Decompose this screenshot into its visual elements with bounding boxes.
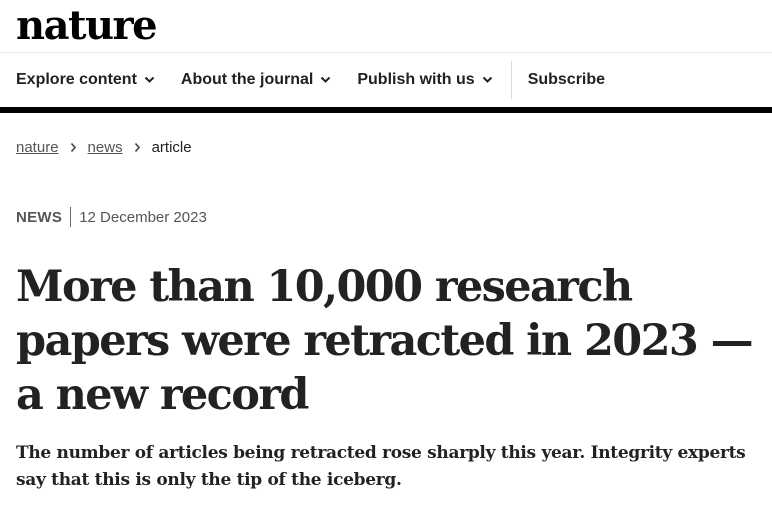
nav-divider [510, 61, 512, 99]
meta-divider [70, 207, 72, 227]
chevron-down-icon [482, 76, 493, 84]
nav-about-journal[interactable]: About the journal [181, 53, 331, 107]
nav-explore-content-label: Explore content [16, 71, 137, 88]
nature-logo[interactable]: nature [16, 2, 158, 49]
breadcrumb-nature[interactable]: nature [16, 139, 59, 156]
publish-date: 12 December 2023 [79, 208, 207, 226]
chevron-right-icon [70, 142, 77, 153]
article-title: More than 10,000 research papers were re… [16, 262, 754, 420]
article-type-badge: NEWS [16, 208, 63, 226]
logo-bar: nature [0, 0, 772, 52]
nav-about-journal-label: About the journal [180, 71, 314, 88]
nav-publish-with-us-label: Publish with us [357, 71, 475, 88]
nav-explore-content[interactable]: Explore content [16, 53, 155, 107]
article-main: nature news article NEWS 12 December 202… [0, 139, 772, 494]
nav-publish-with-us[interactable]: Publish with us [357, 53, 492, 107]
site-header: nature Explore content About the journal… [0, 0, 772, 113]
chevron-down-icon [320, 76, 331, 84]
chevron-right-icon [134, 142, 141, 153]
breadcrumb-article: article [151, 139, 192, 156]
breadcrumb: nature news article [16, 139, 772, 156]
subscribe-link[interactable]: Subscribe [527, 71, 606, 88]
chevron-down-icon [144, 76, 155, 84]
breadcrumb-news[interactable]: news [87, 139, 123, 156]
main-nav: Explore content About the journal Publis… [0, 52, 772, 113]
article-meta: NEWS 12 December 2023 [16, 207, 772, 227]
article-standfirst: The number of articles being retracted r… [16, 443, 746, 490]
